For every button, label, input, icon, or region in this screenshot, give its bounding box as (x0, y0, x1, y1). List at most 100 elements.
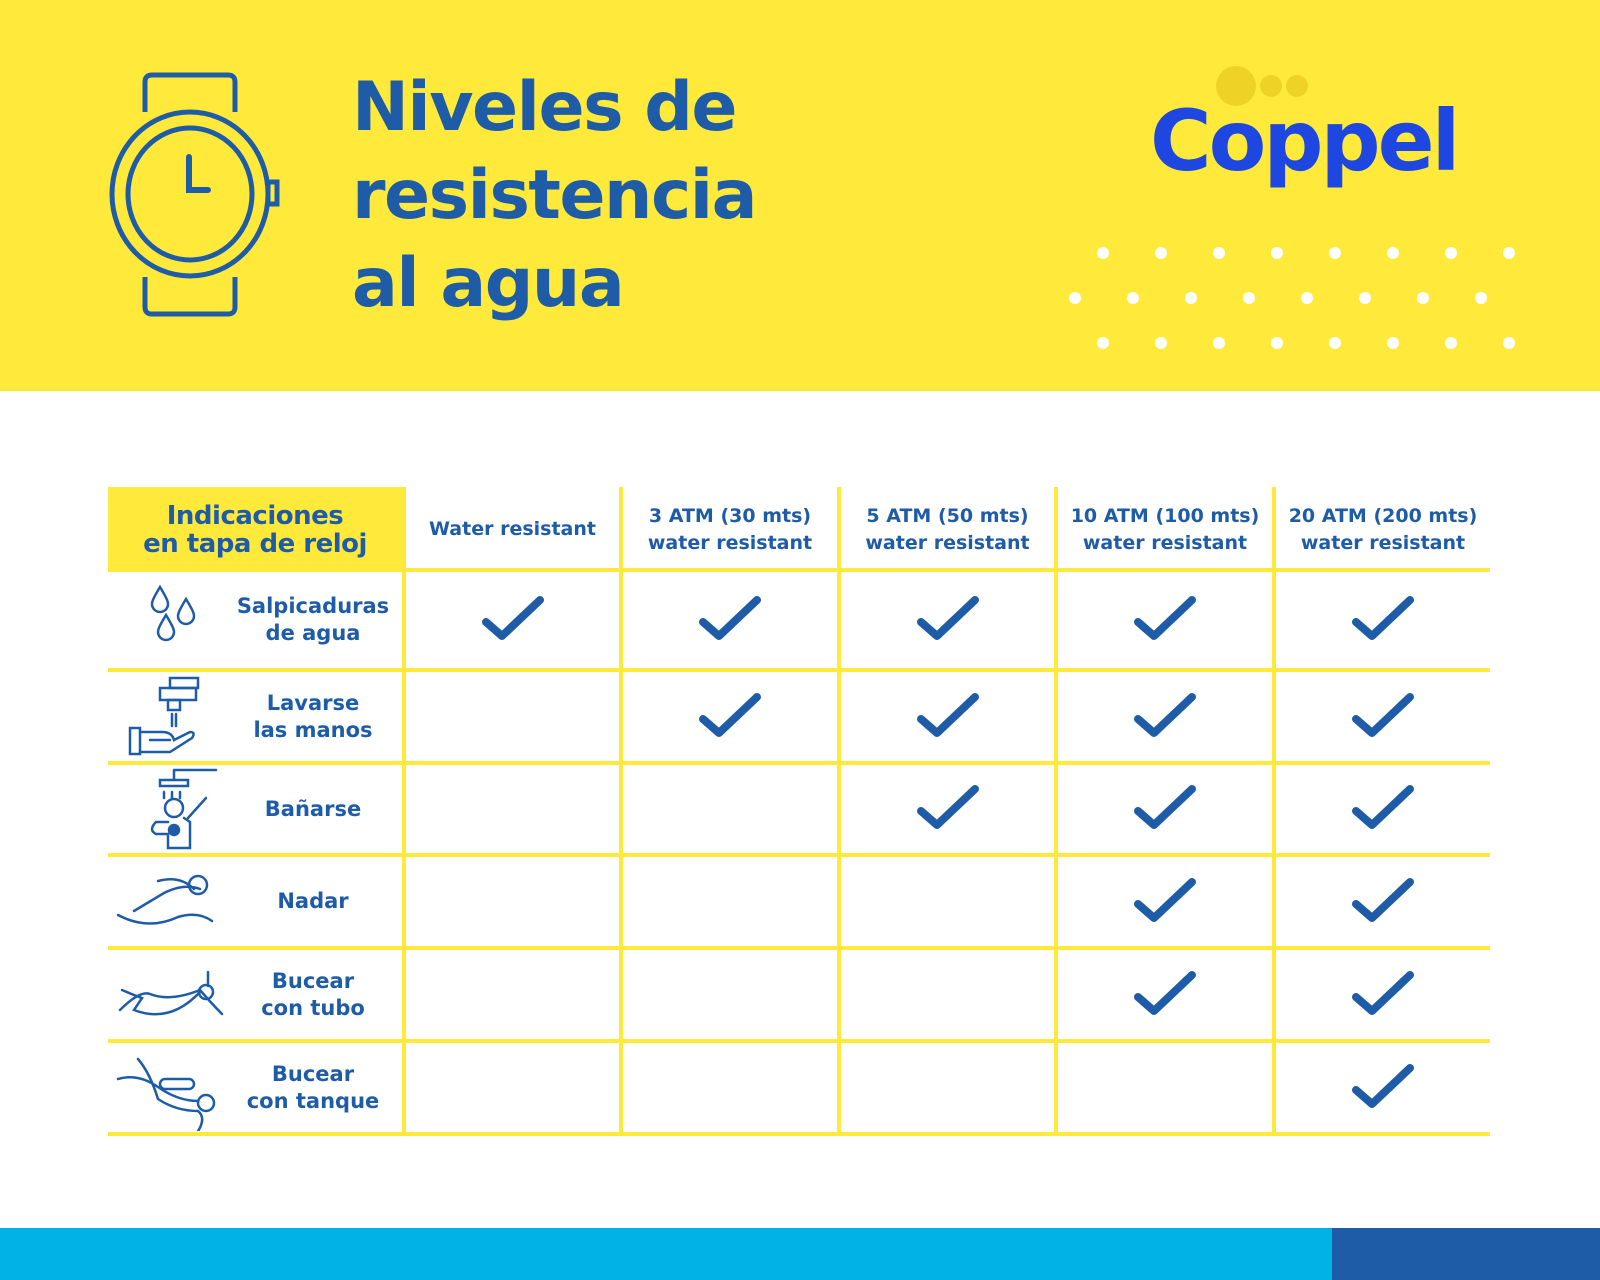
activity-label: Nadar (277, 889, 349, 913)
table-cell (623, 672, 841, 765)
table-cell (1276, 950, 1490, 1043)
table-cell (1058, 765, 1276, 857)
activity-label: Bucear con tubo (261, 968, 365, 1020)
decorative-dots (1069, 247, 1515, 349)
table-cell (406, 857, 623, 950)
column-header: 10 ATM (100 mts) water resistant (1058, 487, 1276, 572)
table-cell (623, 950, 841, 1043)
dot (1127, 292, 1139, 304)
dot (1387, 247, 1399, 259)
table-cell (1058, 950, 1276, 1043)
table-cell (406, 765, 623, 857)
dot (1301, 292, 1313, 304)
activity-cell: Lavarse las manos (108, 672, 406, 765)
dot (1213, 337, 1225, 349)
water-drops-icon (150, 584, 196, 642)
table-cell (841, 950, 1058, 1043)
dot (1503, 337, 1515, 349)
column-header: 3 ATM (30 mts) water resistant (623, 487, 841, 572)
dot (1445, 337, 1457, 349)
dot (1329, 337, 1341, 349)
hand-washing-icon (128, 676, 200, 755)
column-header: 5 ATM (50 mts) water resistant (841, 487, 1058, 572)
activity-label: Bucear con tanque (246, 1061, 380, 1113)
table-cell (623, 765, 841, 857)
table-cell (1276, 572, 1490, 672)
column-header: Indicaciones en tapa de reloj (108, 487, 406, 572)
table-cell (841, 572, 1058, 672)
checkmark-icon (1350, 689, 1416, 745)
activity-cell: Salpicaduras de agua (108, 572, 406, 672)
column-header: Water resistant (406, 487, 623, 572)
header-banner: Niveles de resistencia al agua Coppel (0, 0, 1600, 391)
dot (1503, 247, 1515, 259)
table-cell (1058, 1043, 1276, 1136)
checkmark-icon (1132, 874, 1198, 930)
table-cell (1276, 857, 1490, 950)
dot (1417, 292, 1429, 304)
checkmark-icon (1350, 967, 1416, 1023)
dot (1097, 337, 1109, 349)
activity-cell: Nadar (108, 857, 406, 950)
table-cell (1276, 672, 1490, 765)
footer-bar-accent (1332, 1228, 1600, 1280)
checkmark-icon (915, 689, 981, 745)
snorkel-icon (118, 970, 224, 1015)
dot (1097, 247, 1109, 259)
table-cell (623, 1043, 841, 1136)
activity-label: Lavarse las manos (253, 690, 373, 742)
dot (1069, 292, 1081, 304)
checkmark-icon (480, 592, 546, 648)
dot (1155, 247, 1167, 259)
dot (1329, 247, 1341, 259)
table-cell (1058, 572, 1276, 672)
table-cell (623, 857, 841, 950)
dot (1243, 292, 1255, 304)
checkmark-icon (1132, 781, 1198, 837)
table-cell (1058, 672, 1276, 765)
logo-dots-icon (1216, 66, 1308, 106)
activity-cell: Bucear con tanque (108, 1043, 406, 1136)
checkmark-icon (915, 592, 981, 648)
dot (1271, 337, 1283, 349)
checkmark-icon (697, 592, 763, 648)
table-cell (406, 672, 623, 765)
checkmark-icon (1132, 967, 1198, 1023)
table-cell (406, 1043, 623, 1136)
table-cell (841, 857, 1058, 950)
scuba-icon (116, 1057, 216, 1131)
page-title: Niveles de resistencia al agua (352, 68, 757, 323)
activity-label: Bañarse (264, 796, 362, 821)
footer-bar (0, 1228, 1332, 1280)
column-header: 20 ATM (200 mts) water resistant (1276, 487, 1490, 572)
watch-icon (109, 72, 280, 317)
table-cell (623, 572, 841, 672)
table-cell (1058, 857, 1276, 950)
checkmark-icon (915, 781, 981, 837)
checkmark-icon (1350, 1060, 1416, 1116)
dot (1475, 292, 1487, 304)
table-cell (1276, 1043, 1490, 1136)
coppel-logo: Coppel (1150, 92, 1460, 190)
checkmark-icon (1132, 689, 1198, 745)
dot (1387, 337, 1399, 349)
table-cell (841, 672, 1058, 765)
dot (1359, 292, 1371, 304)
dot (1271, 247, 1283, 259)
checkmark-icon (697, 689, 763, 745)
table-cell (841, 765, 1058, 857)
shower-icon (150, 768, 218, 850)
checkmark-icon (1132, 592, 1198, 648)
checkmark-icon (1350, 592, 1416, 648)
dot (1445, 247, 1457, 259)
dot (1185, 292, 1197, 304)
dot (1213, 247, 1225, 259)
swimming-icon (116, 874, 214, 925)
checkmark-icon (1350, 781, 1416, 837)
table-cell (1276, 765, 1490, 857)
table-cell (406, 950, 623, 1043)
table-cell (406, 572, 623, 672)
dot (1155, 337, 1167, 349)
activity-label: Salpicaduras de agua (236, 594, 390, 645)
activity-cell: Bucear con tubo (108, 950, 406, 1043)
